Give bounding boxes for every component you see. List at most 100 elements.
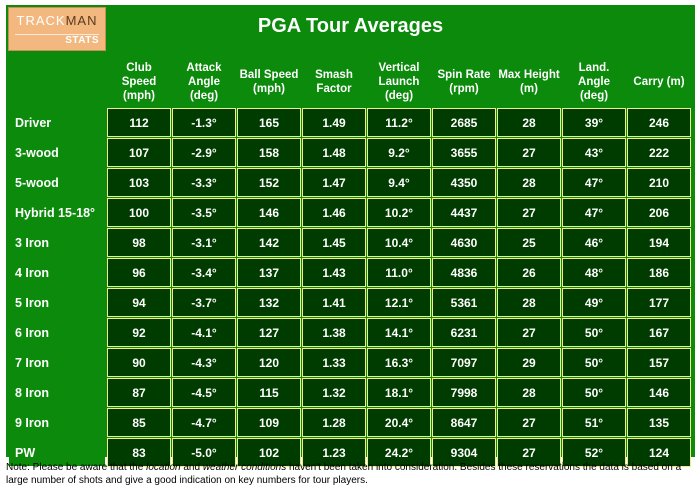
- data-cell: 115: [237, 378, 301, 407]
- data-cell: 186: [627, 258, 691, 287]
- data-cell: 1.28: [302, 408, 366, 437]
- data-cell: 102: [237, 438, 301, 467]
- data-cell: 49°: [562, 288, 626, 317]
- data-cell: 3655: [432, 138, 496, 167]
- column-header-line: (mph): [253, 83, 285, 95]
- data-cell: 167: [627, 318, 691, 347]
- table-row: Driver 112 -1.3° 165 1.49 11.2° 2685 28 39° 246: [9, 108, 691, 137]
- note-suffix: haven't been taken into consideration. B…: [6, 462, 682, 486]
- data-cell: 246: [627, 108, 691, 137]
- data-cell: 1.43: [302, 258, 366, 287]
- club-label: Hybrid 15-18°: [9, 199, 105, 226]
- club-label: 3-wood: [9, 139, 105, 166]
- data-cell: 127: [237, 318, 301, 347]
- table-row: 4 Iron 96 -3.4° 137 1.43 11.0° 4836 26 48° 186: [9, 258, 691, 287]
- table-row: 3-wood 107 -2.9° 158 1.48 9.2° 3655 27 43° 222: [9, 138, 691, 167]
- club-label: 9 Iron: [9, 409, 105, 436]
- column-header-line: (deg): [579, 90, 609, 102]
- data-cell: 135: [627, 408, 691, 437]
- data-cell: 28: [497, 168, 561, 197]
- data-cell: -4.3°: [172, 348, 236, 377]
- data-cell: 51°: [562, 408, 626, 437]
- data-cell: 24.2°: [367, 438, 431, 467]
- column-header: Spin Rate (rpm): [433, 58, 495, 106]
- data-cell: 28: [497, 108, 561, 137]
- data-cell: 1.41: [302, 288, 366, 317]
- column-header-line: Vertical: [378, 62, 420, 74]
- header-row: Club Speed (mph) Attack Angle (deg) Ball Speed…: [9, 58, 690, 106]
- data-cell: 1.45: [302, 228, 366, 257]
- data-cell: 109: [237, 408, 301, 437]
- data-cell: 1.23: [302, 438, 366, 467]
- data-cell: 9.4°: [367, 168, 431, 197]
- data-cell: 98: [107, 228, 171, 257]
- column-header-line: Max Height: [498, 69, 560, 81]
- data-cell: 39°: [562, 108, 626, 137]
- note-emphasis-weather: weather conditions: [202, 462, 287, 473]
- note-emphasis-location: location: [146, 462, 181, 473]
- data-cell: -3.4°: [172, 258, 236, 287]
- column-header-line: Ball Speed: [239, 69, 299, 81]
- column-header: Max Height (m): [498, 58, 560, 106]
- data-cell: 146: [627, 378, 691, 407]
- data-cell: 1.33: [302, 348, 366, 377]
- table-row: 8 Iron 87 -4.5° 115 1.32 18.1° 7998 28 50° 146: [9, 378, 691, 407]
- table-row: 5 Iron 94 -3.7° 132 1.41 12.1° 5361 28 49° 177: [9, 288, 691, 317]
- data-cell: 10.2°: [367, 198, 431, 227]
- column-header: Smash Factor: [303, 58, 365, 106]
- column-header-line: Smash: [315, 69, 353, 81]
- column-header-line: (rpm): [449, 83, 479, 95]
- column-header-line: (m): [520, 83, 538, 95]
- data-cell: 20.4°: [367, 408, 431, 437]
- table-body: Driver 112 -1.3° 165 1.49 11.2° 2685 28 39° 246 3-…: [9, 108, 691, 467]
- column-header-line: (deg): [384, 90, 414, 102]
- data-cell: -4.7°: [172, 408, 236, 437]
- data-cell: 4437: [432, 198, 496, 227]
- column-header: Club Speed (mph): [108, 58, 170, 106]
- data-cell: 206: [627, 198, 691, 227]
- data-cell: 1.38: [302, 318, 366, 347]
- data-cell: 210: [627, 168, 691, 197]
- data-cell: 5361: [432, 288, 496, 317]
- column-header: Vertical Launch (deg): [368, 58, 430, 106]
- data-cell: 11.2°: [367, 108, 431, 137]
- data-cell: 27: [497, 198, 561, 227]
- club-label: 6 Iron: [9, 319, 105, 346]
- data-cell: 27: [497, 138, 561, 167]
- data-cell: 100: [107, 198, 171, 227]
- data-cell: 27: [497, 318, 561, 347]
- data-cell: 9.2°: [367, 138, 431, 167]
- data-cell: 107: [107, 138, 171, 167]
- data-cell: 26: [497, 258, 561, 287]
- data-cell: 4836: [432, 258, 496, 287]
- column-header-line: Angle: [188, 76, 220, 88]
- data-cell: 87: [107, 378, 171, 407]
- column-header: Attack Angle (deg): [173, 58, 235, 106]
- note-mid: and: [180, 462, 203, 473]
- data-cell: 83: [107, 438, 171, 467]
- data-cell: 146: [237, 198, 301, 227]
- data-cell: 152: [237, 168, 301, 197]
- data-cell: 28: [497, 288, 561, 317]
- data-cell: -4.5°: [172, 378, 236, 407]
- data-cell: 28: [497, 378, 561, 407]
- data-cell: 157: [627, 348, 691, 377]
- table-row: PW 83 -5.0° 102 1.23 24.2° 9304 27 52° 124: [9, 438, 691, 467]
- data-cell: -1.3°: [172, 108, 236, 137]
- data-cell: 6231: [432, 318, 496, 347]
- table-row: 7 Iron 90 -4.3° 120 1.33 16.3° 7097 29 50° 157: [9, 348, 691, 377]
- data-cell: 9304: [432, 438, 496, 467]
- data-cell: -3.7°: [172, 288, 236, 317]
- corner-cell: [9, 58, 105, 106]
- data-cell: 11.0°: [367, 258, 431, 287]
- trackman-logo: TRACKMAN STATS: [8, 7, 106, 51]
- data-cell: 4350: [432, 168, 496, 197]
- column-header-line: Speed: [121, 76, 157, 88]
- column-header-line: Spin Rate: [437, 69, 491, 81]
- table-row: 9 Iron 85 -4.7° 109 1.28 20.4° 8647 27 51° 135: [9, 408, 691, 437]
- data-cell: 85: [107, 408, 171, 437]
- data-cell: 120: [237, 348, 301, 377]
- column-header: Land. Angle (deg): [563, 58, 625, 106]
- club-label: Driver: [9, 109, 105, 136]
- data-cell: 165: [237, 108, 301, 137]
